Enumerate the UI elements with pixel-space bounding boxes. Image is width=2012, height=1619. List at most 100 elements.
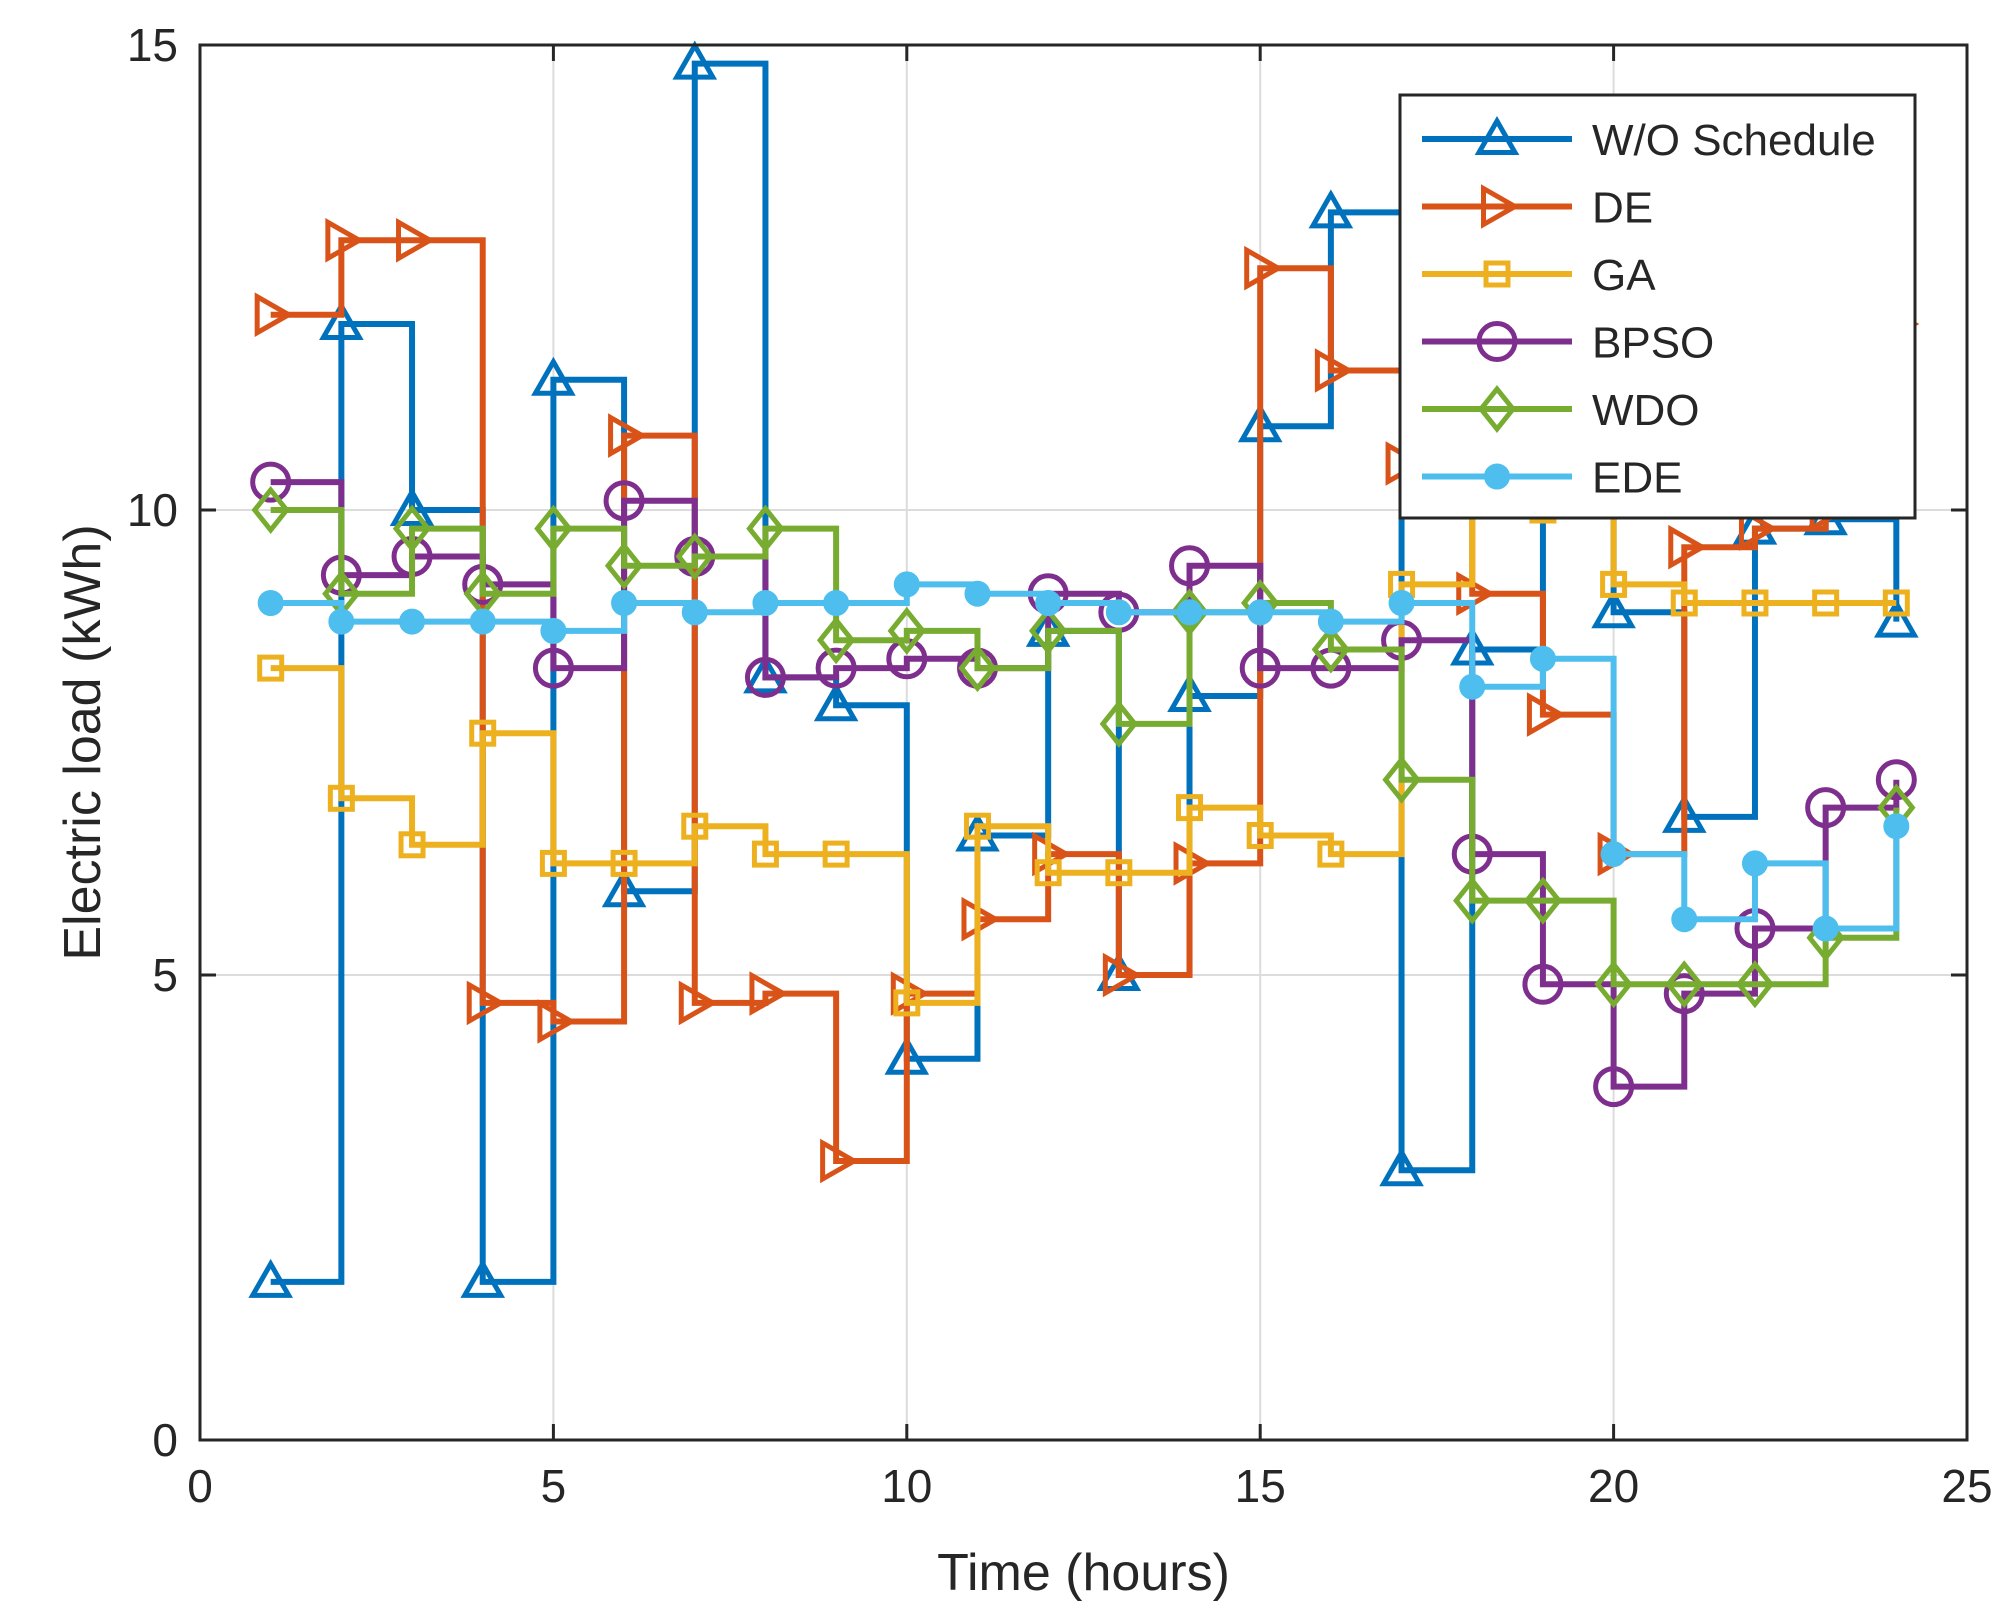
marker-dot [823, 590, 850, 616]
marker-triangle-up [460, 1258, 506, 1298]
marker-triangle-right [466, 980, 506, 1026]
marker-triangle-up [672, 40, 718, 80]
marker-triangle-right [678, 980, 718, 1026]
marker-triangle-right [396, 217, 436, 263]
x-tick-label: 15 [1235, 1460, 1286, 1512]
marker-diamond [1311, 625, 1351, 674]
marker-dot [1247, 599, 1274, 626]
marker-circle [1476, 321, 1518, 362]
marker-triangle-right [1526, 692, 1566, 737]
legend-box [1398, 93, 1917, 520]
marker-triangle-up [1474, 115, 1520, 155]
marker-dot [893, 571, 920, 598]
legend-label: DE [1592, 184, 1653, 233]
marker-triangle-up [319, 300, 364, 340]
marker-dot [1741, 850, 1768, 877]
marker-square [963, 812, 991, 840]
marker-triangle-right [1738, 506, 1778, 551]
marker-triangle-up [1874, 598, 1919, 638]
marker-dot [964, 580, 991, 607]
series-ede [257, 571, 1910, 942]
marker-circle [1239, 647, 1281, 689]
marker-triangle-right [608, 413, 648, 458]
marker-triangle-right [537, 999, 577, 1044]
marker-diamond [1028, 606, 1068, 655]
marker-diamond [675, 532, 714, 581]
marker-dot [1883, 813, 1910, 840]
marker-square [681, 812, 709, 840]
marker-diamond [1099, 699, 1139, 748]
marker-square [469, 719, 497, 747]
marker-triangle-up [531, 356, 576, 396]
x-tick-label: 0 [187, 1460, 213, 1512]
marker-square [1176, 794, 1204, 822]
marker-circle [1169, 545, 1211, 587]
legend-label: GA [1592, 251, 1656, 300]
marker-dot [1035, 590, 1062, 616]
marker-square [1741, 589, 1769, 617]
marker-triangle-right [1314, 348, 1354, 393]
marker-square [1317, 840, 1345, 868]
marker-square [1105, 859, 1133, 887]
marker-triangle-right [1102, 952, 1142, 998]
legend-label: EDE [1592, 454, 1682, 503]
marker-dot [1317, 608, 1344, 635]
marker-dot [1529, 645, 1556, 672]
marker-dot [469, 608, 496, 635]
marker-triangle-right [820, 1138, 860, 1184]
marker-dot [752, 590, 779, 616]
marker-square [822, 840, 850, 868]
series-wdo [251, 485, 1916, 1009]
marker-square [1670, 589, 1698, 617]
marker-square [1600, 570, 1628, 598]
y-tick-label: 0 [152, 1414, 178, 1466]
marker-square [610, 849, 638, 877]
marker-circle [532, 647, 574, 689]
marker-dot [540, 617, 567, 644]
marker-diamond [392, 504, 432, 553]
marker-circle [1593, 1066, 1635, 1108]
y-axis-label: Electric load (kWh) [54, 524, 112, 960]
marker-square [893, 989, 921, 1017]
marker-square [257, 654, 285, 682]
marker-square [1483, 260, 1511, 288]
marker-square [751, 840, 779, 868]
ticks: 0 5 10 15 20 25 0 5 10 15 [127, 19, 1993, 1512]
x-tick-label: 10 [881, 1460, 932, 1512]
x-tick-label: 20 [1588, 1460, 1639, 1512]
marker-dot [1176, 599, 1203, 626]
marker-triangle-right [749, 971, 789, 1016]
marker-circle [1875, 759, 1917, 801]
marker-square [398, 831, 426, 859]
marker-triangle-up [248, 1258, 293, 1298]
marker-triangle-right [1244, 245, 1284, 291]
marker-diamond [1594, 960, 1633, 1009]
marker-triangle-right [1481, 184, 1521, 229]
marker-diamond [251, 485, 290, 535]
marker-triangle-right [1668, 524, 1708, 570]
marker-diamond [534, 504, 573, 553]
marker-dot [1459, 673, 1486, 700]
x-tick-label: 25 [1941, 1460, 1992, 1512]
marker-diamond [816, 616, 856, 665]
marker-diamond [1735, 960, 1775, 1009]
marker-circle [1522, 963, 1564, 1005]
legend: W/O Schedule DE GA BPSO WDO EDE [1398, 93, 1917, 520]
legend-label: BPSO [1592, 319, 1714, 368]
marker-dot [1388, 590, 1415, 616]
marker-diamond [958, 644, 997, 693]
marker-triangle-up [1591, 589, 1636, 629]
marker-dot [681, 599, 708, 626]
marker-triangle-up [813, 682, 859, 722]
marker-circle [1805, 787, 1847, 829]
marker-diamond [887, 606, 927, 655]
marker-triangle-up [1308, 189, 1354, 229]
marker-dot [1812, 915, 1839, 942]
marker-dot [1484, 463, 1510, 490]
marker-dot [1105, 599, 1132, 626]
marker-dot [1671, 906, 1698, 933]
marker-diamond [604, 541, 644, 590]
marker-triangle-up [1379, 1147, 1424, 1187]
marker-circle [815, 647, 857, 689]
